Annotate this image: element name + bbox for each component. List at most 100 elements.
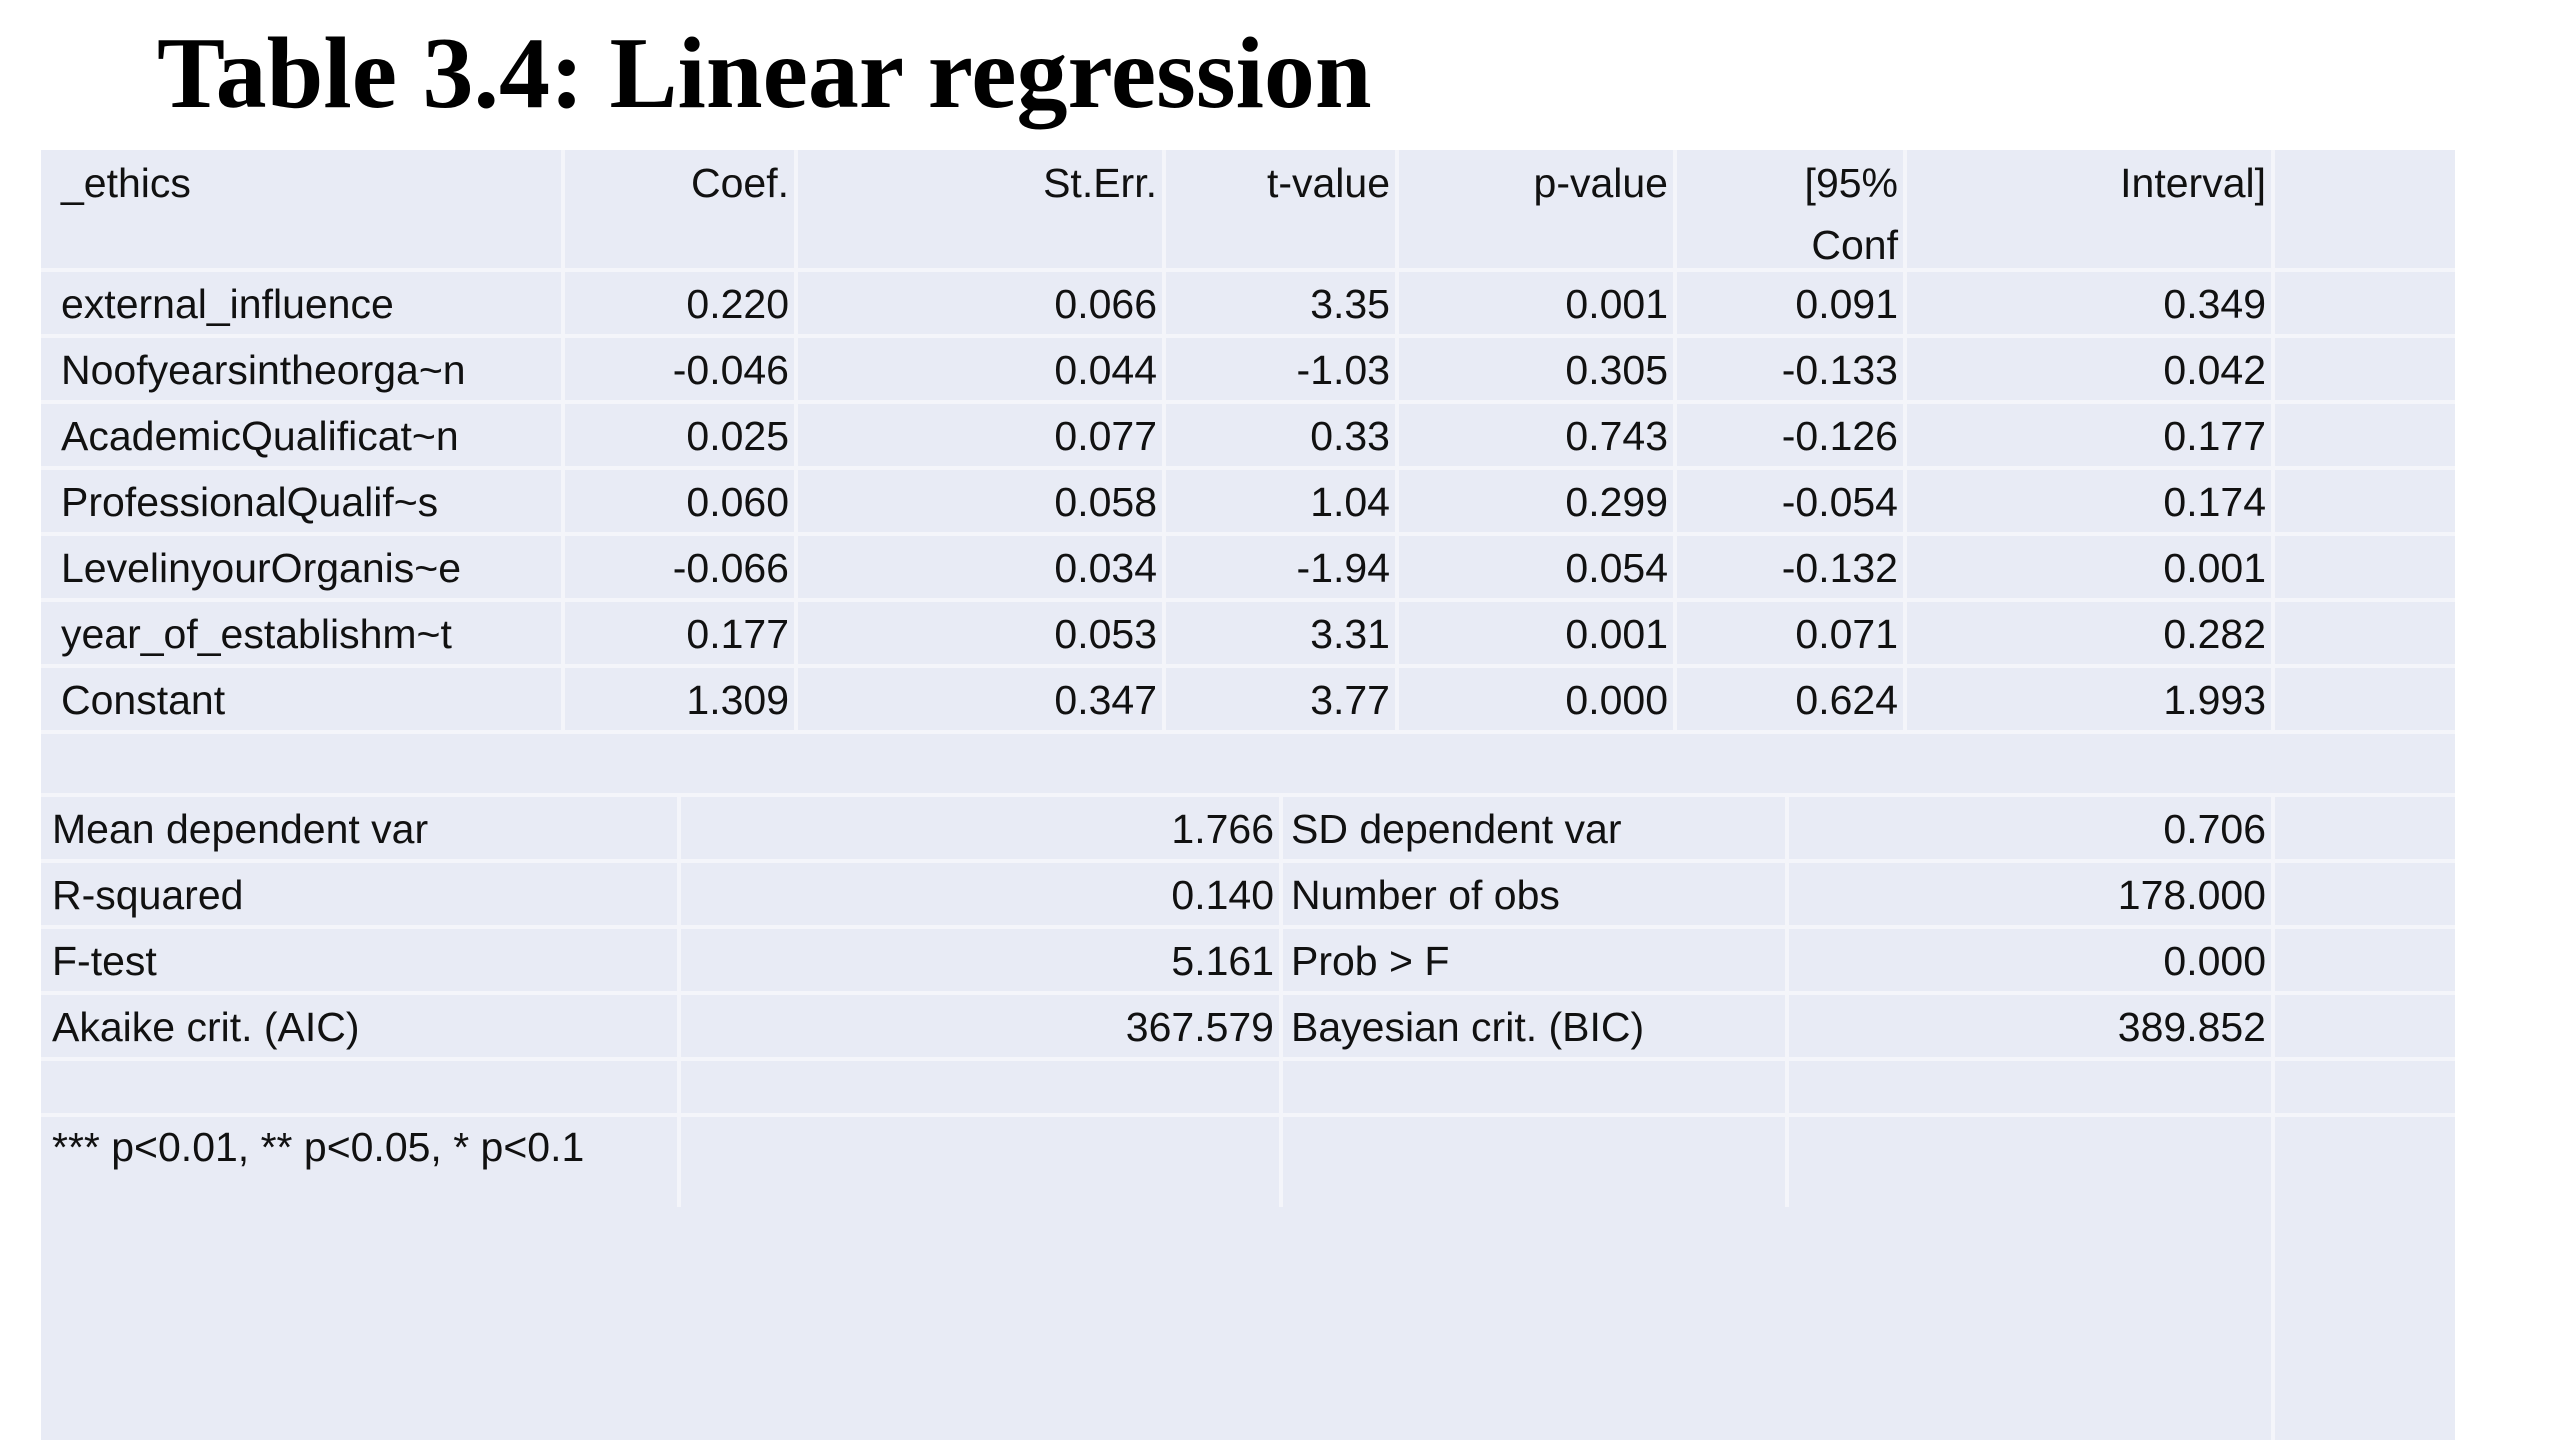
row-coef: 1.309 <box>686 677 789 723</box>
column-divider <box>1785 797 1789 1207</box>
header-ci-low-line2: Conf <box>1811 222 1898 268</box>
header-variable: _ethics <box>61 160 191 206</box>
row-divider <box>41 991 2455 995</box>
header-ci-high: Interval] <box>2120 160 2266 206</box>
stat-label: Prob > F <box>1291 938 1450 984</box>
stat-label: Number of obs <box>1291 872 1560 918</box>
row-ci-low: 0.071 <box>1795 611 1898 657</box>
stat-value: 0.140 <box>1171 872 1274 918</box>
header-t-value: t-value <box>1266 160 1390 206</box>
row-t-value: -1.94 <box>1296 545 1390 591</box>
column-divider <box>2271 797 2275 1440</box>
row-coef: -0.046 <box>672 347 789 393</box>
row-t-value: 3.35 <box>1310 281 1390 327</box>
row-st-err: 0.058 <box>1054 479 1157 525</box>
row-t-value: 1.04 <box>1310 479 1390 525</box>
row-variable: LevelinyourOrganis~e <box>61 545 461 591</box>
row-variable: year_of_establishm~t <box>61 611 452 657</box>
row-coef: 0.060 <box>686 479 789 525</box>
column-divider <box>1673 150 1677 734</box>
regression-table: _ethics Coef. St.Err. t-value p-value [9… <box>41 150 2455 1440</box>
row-divider <box>41 664 2455 668</box>
row-t-value: 0.33 <box>1310 413 1390 459</box>
row-ci-low: -0.126 <box>1781 413 1898 459</box>
stat-label: Mean dependent var <box>52 806 429 852</box>
column-divider <box>1279 797 1283 1207</box>
row-ci-high: 0.001 <box>2163 545 2266 591</box>
stat-value: 0.000 <box>2163 938 2266 984</box>
header-st-err: St.Err. <box>1043 160 1157 206</box>
row-divider <box>41 1113 2455 1117</box>
column-divider <box>794 150 798 734</box>
row-st-err: 0.044 <box>1054 347 1157 393</box>
row-ci-low: -0.132 <box>1781 545 1898 591</box>
stat-label: Bayesian crit. (BIC) <box>1291 1004 1645 1050</box>
row-p-value: 0.743 <box>1565 413 1668 459</box>
row-divider <box>41 532 2455 536</box>
header-ci-low-line1: [95% <box>1804 160 1898 206</box>
row-variable: external_influence <box>61 281 394 327</box>
header-p-value: p-value <box>1533 160 1668 206</box>
column-divider <box>1903 150 1907 734</box>
row-ci-high: 1.993 <box>2163 677 2266 723</box>
significance-footnote: *** p<0.01, ** p<0.05, * p<0.1 <box>52 1124 585 1170</box>
stat-label: Akaike crit. (AIC) <box>52 1004 360 1050</box>
column-divider <box>1162 150 1166 734</box>
row-t-value: 3.77 <box>1310 677 1390 723</box>
stat-label: R-squared <box>52 872 244 918</box>
row-divider <box>41 730 2455 734</box>
row-ci-low: -0.133 <box>1781 347 1898 393</box>
column-divider <box>677 797 681 1207</box>
row-ci-high: 0.177 <box>2163 413 2266 459</box>
row-p-value: 0.299 <box>1565 479 1668 525</box>
row-variable: AcademicQualificat~n <box>61 413 459 459</box>
stat-label: F-test <box>52 938 157 984</box>
row-p-value: 0.305 <box>1565 347 1668 393</box>
row-p-value: 0.000 <box>1565 677 1668 723</box>
row-divider <box>41 793 2455 797</box>
row-ci-high: 0.174 <box>2163 479 2266 525</box>
row-st-err: 0.347 <box>1054 677 1157 723</box>
row-divider <box>41 598 2455 602</box>
row-divider <box>41 334 2455 338</box>
stat-value: 389.852 <box>2117 1004 2266 1050</box>
row-st-err: 0.077 <box>1054 413 1157 459</box>
stat-value: 178.000 <box>2117 872 2266 918</box>
row-t-value: -1.03 <box>1296 347 1390 393</box>
stat-value: 5.161 <box>1171 938 1274 984</box>
row-ci-low: -0.054 <box>1781 479 1898 525</box>
column-divider <box>1395 150 1399 734</box>
row-coef: 0.025 <box>686 413 789 459</box>
row-divider <box>41 400 2455 404</box>
stat-value: 367.579 <box>1125 1004 1274 1050</box>
row-divider <box>41 466 2455 470</box>
row-p-value: 0.054 <box>1565 545 1668 591</box>
row-coef: -0.066 <box>672 545 789 591</box>
row-divider <box>41 925 2455 929</box>
row-coef: 0.220 <box>686 281 789 327</box>
row-st-err: 0.053 <box>1054 611 1157 657</box>
row-p-value: 0.001 <box>1565 611 1668 657</box>
column-divider <box>2271 150 2275 734</box>
row-divider <box>41 859 2455 863</box>
row-ci-high: 0.282 <box>2163 611 2266 657</box>
stat-label: SD dependent var <box>1291 806 1622 852</box>
column-divider <box>561 150 565 734</box>
row-st-err: 0.034 <box>1054 545 1157 591</box>
row-ci-high: 0.042 <box>2163 347 2266 393</box>
row-divider <box>41 268 2455 272</box>
row-st-err: 0.066 <box>1054 281 1157 327</box>
row-t-value: 3.31 <box>1310 611 1390 657</box>
row-variable: Noofyearsintheorga~n <box>61 347 466 393</box>
stat-value: 0.706 <box>2163 806 2266 852</box>
row-ci-low: 0.624 <box>1795 677 1898 723</box>
row-coef: 0.177 <box>686 611 789 657</box>
row-variable: Constant <box>61 677 226 723</box>
row-p-value: 0.001 <box>1565 281 1668 327</box>
row-variable: ProfessionalQualif~s <box>61 479 439 525</box>
page-title: Table 3.4: Linear regression <box>157 17 1372 130</box>
header-coef: Coef. <box>691 160 789 206</box>
stat-value: 1.766 <box>1171 806 1274 852</box>
row-divider <box>41 1057 2455 1061</box>
row-ci-low: 0.091 <box>1795 281 1898 327</box>
